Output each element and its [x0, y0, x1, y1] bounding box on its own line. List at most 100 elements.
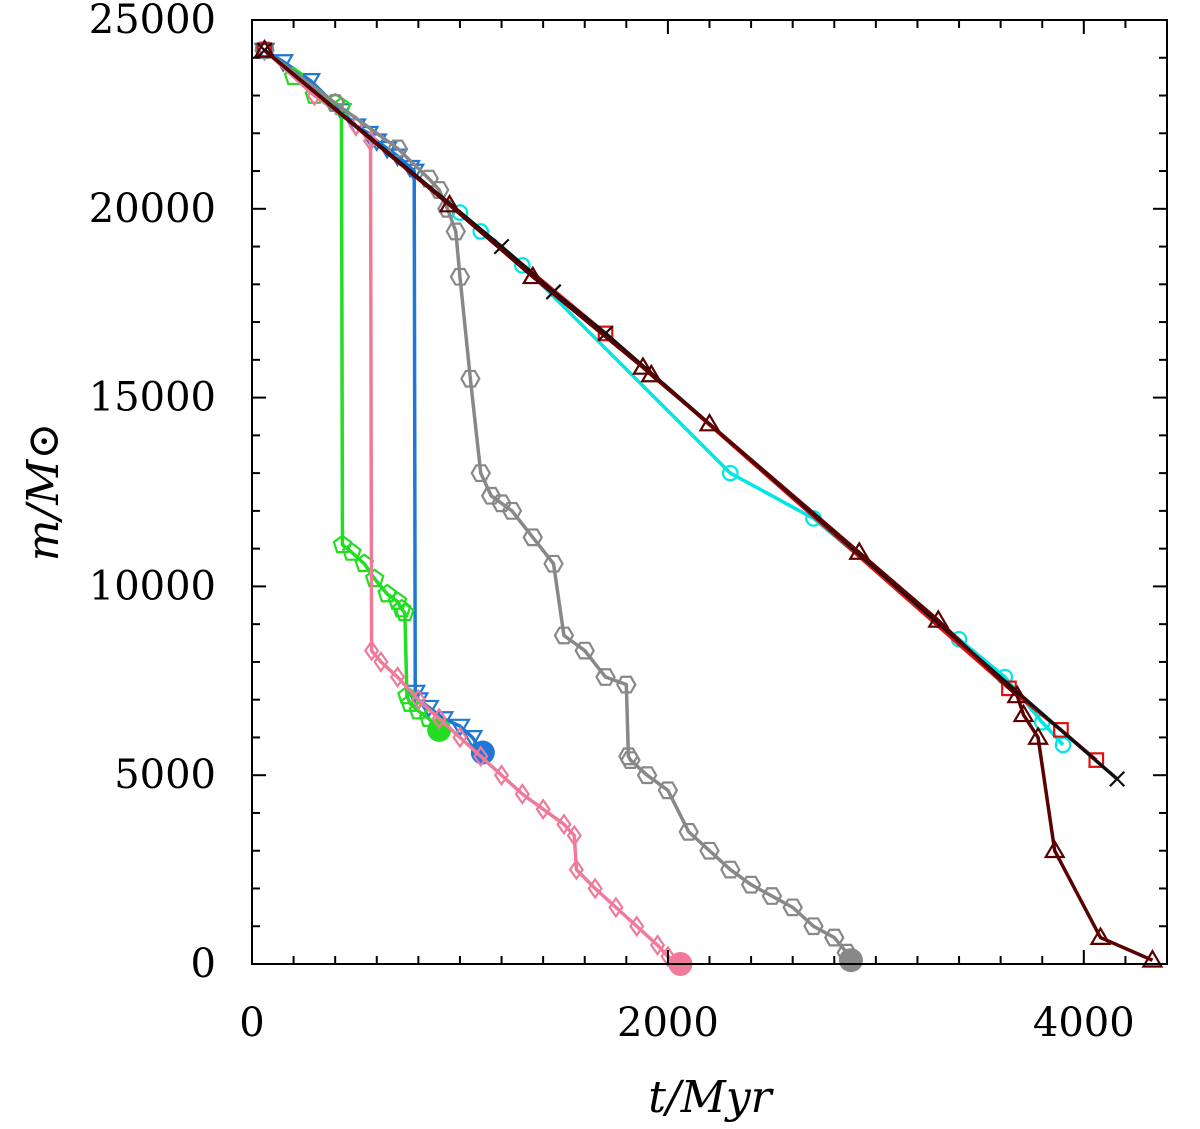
- data-point-circle: [514, 257, 531, 274]
- data-point-hexagon: [618, 747, 639, 766]
- data-point-hexagon: [553, 626, 575, 645]
- data-point-hexagon: [387, 139, 408, 158]
- data-point-hexagon: [782, 898, 803, 917]
- x-tick-label: 0: [239, 1000, 264, 1046]
- data-point-cross: [597, 325, 614, 342]
- data-point-diamond: [556, 813, 572, 836]
- series-1: [254, 39, 452, 742]
- data-point-diamond: [608, 896, 624, 919]
- data-point-pentagon: [364, 568, 385, 588]
- data-point-hexagon: [824, 928, 845, 947]
- data-point-diamond: [431, 707, 447, 730]
- data-point-hexagon: [699, 841, 720, 860]
- series-line: [263, 48, 1154, 962]
- data-point-circle: [1054, 736, 1072, 754]
- data-point-diamond: [649, 934, 666, 957]
- data-point-triangle-down: [461, 730, 484, 749]
- data-point-diamond: [473, 745, 489, 768]
- data-point-square: [1088, 752, 1105, 768]
- data-point-diamond: [535, 798, 551, 821]
- data-point-triangle-up: [1006, 684, 1029, 704]
- data-point-hexagon: [460, 369, 481, 388]
- data-point-hexagon: [574, 641, 595, 660]
- data-point-triangle-up: [848, 541, 871, 560]
- data-point-end: [838, 948, 863, 973]
- data-point-triangle-up: [1141, 949, 1164, 968]
- data-point-diamond: [660, 945, 676, 968]
- data-point-triangle-up: [1012, 703, 1035, 723]
- data-point-diamond: [566, 824, 582, 847]
- y-axis-label: m/M⊙: [18, 423, 69, 561]
- data-point-triangle-up: [1043, 839, 1066, 859]
- data-point-triangle-up: [253, 39, 276, 58]
- data-point-diamond: [568, 858, 585, 881]
- data-point-triangle-down: [449, 718, 471, 738]
- data-point-circle: [721, 464, 739, 482]
- data-point-diamond: [410, 688, 427, 711]
- data-point-circle: [451, 204, 469, 221]
- x-axis-label: t/Myr: [648, 1072, 774, 1123]
- data-point-pentagon: [332, 534, 353, 554]
- data-point-diamond: [362, 129, 379, 152]
- tick-layer: 0 2000 4000 0 5000 10000 15000 20000 25000: [89, 0, 1168, 1046]
- y-tick-label: 25000: [89, 0, 216, 43]
- data-point-triangle-up: [640, 363, 663, 383]
- data-point-hexagon: [501, 501, 523, 520]
- data-point-end: [427, 717, 452, 742]
- data-point-triangle-up: [632, 356, 654, 375]
- y-tick-label: 0: [191, 941, 216, 987]
- data-point-hexagon: [449, 267, 471, 286]
- series-7: [253, 39, 1164, 968]
- data-point-diamond: [629, 915, 645, 938]
- data-point-triangle-up: [1027, 726, 1049, 745]
- series-2: [256, 39, 693, 976]
- data-point-diamond: [493, 764, 510, 787]
- plot-frame: [251, 19, 1168, 965]
- data-point-hexagon: [620, 751, 641, 769]
- data-point-triangle-down: [417, 699, 440, 719]
- data-point-diamond: [363, 639, 380, 662]
- data-point-hexagon: [491, 494, 512, 513]
- data-point-hexagon: [678, 822, 699, 841]
- data-point-hexagon: [657, 781, 679, 800]
- data-point-pentagon: [391, 598, 412, 618]
- series-line: [263, 48, 485, 754]
- data-point-hexagon: [616, 675, 637, 694]
- data-point-cross: [1109, 770, 1126, 787]
- data-point-pentagon: [377, 583, 398, 603]
- data-point-pentagon: [341, 542, 362, 561]
- y-tick-label: 5000: [114, 752, 216, 798]
- data-point-circle: [472, 223, 490, 240]
- data-point-diamond: [587, 877, 603, 900]
- y-tick-label: 20000: [89, 186, 216, 232]
- data-point-square: [597, 325, 614, 342]
- series-3: [254, 41, 863, 973]
- data-point-pentagon: [394, 602, 415, 622]
- data-point-hexagon: [595, 668, 616, 686]
- data-point-triangle-up: [438, 193, 461, 213]
- data-point-cross: [493, 238, 510, 255]
- data-point-diamond: [514, 783, 530, 805]
- data-point-triangle-up: [521, 265, 544, 285]
- data-point-triangle-up: [698, 412, 721, 432]
- data-point-triangle-up: [1089, 926, 1112, 945]
- data-point-hexagon: [636, 766, 658, 785]
- series-4: [256, 41, 1072, 754]
- data-point-hexagon: [720, 860, 741, 879]
- x-tick-label: 4000: [1033, 1000, 1135, 1046]
- data-point-hexagon: [740, 875, 762, 894]
- data-point-hexagon: [470, 464, 492, 483]
- y-tick-label: 10000: [89, 563, 216, 609]
- data-point-triangle-up: [927, 609, 950, 628]
- data-point-hexagon: [543, 554, 564, 573]
- data-point-hexagon: [480, 486, 502, 505]
- data-point-diamond: [389, 666, 406, 688]
- data-point-hexagon: [803, 917, 824, 936]
- data-point-diamond: [373, 651, 389, 673]
- y-tick-label: 15000: [89, 375, 216, 421]
- data-point-pentagon: [283, 66, 304, 86]
- data-point-hexagon: [522, 528, 544, 547]
- data-point-pentagon: [397, 685, 417, 705]
- data-point-hexagon: [445, 222, 467, 241]
